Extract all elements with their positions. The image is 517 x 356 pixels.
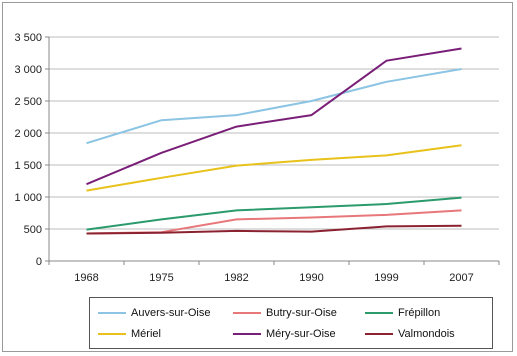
legend-label-1: Auvers-sur-Oise bbox=[131, 307, 211, 319]
chart-frame: 0 500 1 000 1 500 2 000 2 500 3 000 3 500 1968 19… bbox=[2, 2, 513, 352]
legend-label-3: Frépillon bbox=[398, 307, 441, 319]
y-tick-label-4: 2 000 bbox=[14, 128, 42, 140]
legend-swatch-6 bbox=[365, 333, 393, 335]
x-tick-label-4: 1999 bbox=[374, 272, 398, 284]
y-tick-label-5: 2 500 bbox=[14, 96, 42, 108]
legend-label-4: Mériel bbox=[131, 328, 161, 340]
x-tick-label-1: 1975 bbox=[149, 272, 173, 284]
y-tick-label-1: 500 bbox=[24, 224, 42, 236]
legend-item-2: Butry-sur-Oise bbox=[233, 304, 337, 322]
legend-swatch-3 bbox=[365, 312, 393, 314]
series-line-6 bbox=[86, 224, 462, 235]
y-tick-label-2: 1 000 bbox=[14, 192, 42, 204]
legend-swatch-4 bbox=[98, 333, 126, 335]
y-tick-label-3: 1 500 bbox=[14, 160, 42, 172]
series-line-4 bbox=[86, 144, 462, 192]
series-line-1 bbox=[86, 68, 462, 145]
legend-item-5: Méry-sur-Oise bbox=[233, 325, 336, 343]
series-line-5 bbox=[86, 47, 462, 186]
legend-item-1: Auvers-sur-Oise bbox=[98, 304, 210, 322]
legend-label-5: Méry-sur-Oise bbox=[266, 328, 336, 340]
series-line-3 bbox=[86, 196, 462, 231]
line-chart: 0 500 1 000 1 500 2 000 2 500 3 000 3 500 1968 19… bbox=[14, 32, 500, 284]
legend-item-6: Valmondois bbox=[365, 325, 455, 343]
x-tick-label-3: 1990 bbox=[299, 272, 323, 284]
legend-swatch-1 bbox=[98, 312, 126, 314]
legend-label-2: Butry-sur-Oise bbox=[266, 307, 337, 319]
chart-legend: Auvers-sur-Oise Butry-sur-Oise Frépillon… bbox=[89, 297, 493, 349]
x-tick-label-2: 1982 bbox=[224, 272, 248, 284]
y-tick-label-6: 3 000 bbox=[14, 64, 42, 76]
x-tick-label-0: 1968 bbox=[74, 272, 98, 284]
legend-item-3: Frépillon bbox=[365, 304, 440, 322]
y-tick-label-0: 0 bbox=[36, 256, 42, 268]
y-tick-label-7: 3 500 bbox=[14, 32, 42, 44]
legend-item-4: Mériel bbox=[98, 325, 161, 343]
legend-swatch-5 bbox=[233, 333, 261, 335]
x-tick-label-5: 2007 bbox=[449, 272, 473, 284]
legend-label-6: Valmondois bbox=[398, 328, 455, 340]
legend-swatch-2 bbox=[233, 312, 261, 314]
